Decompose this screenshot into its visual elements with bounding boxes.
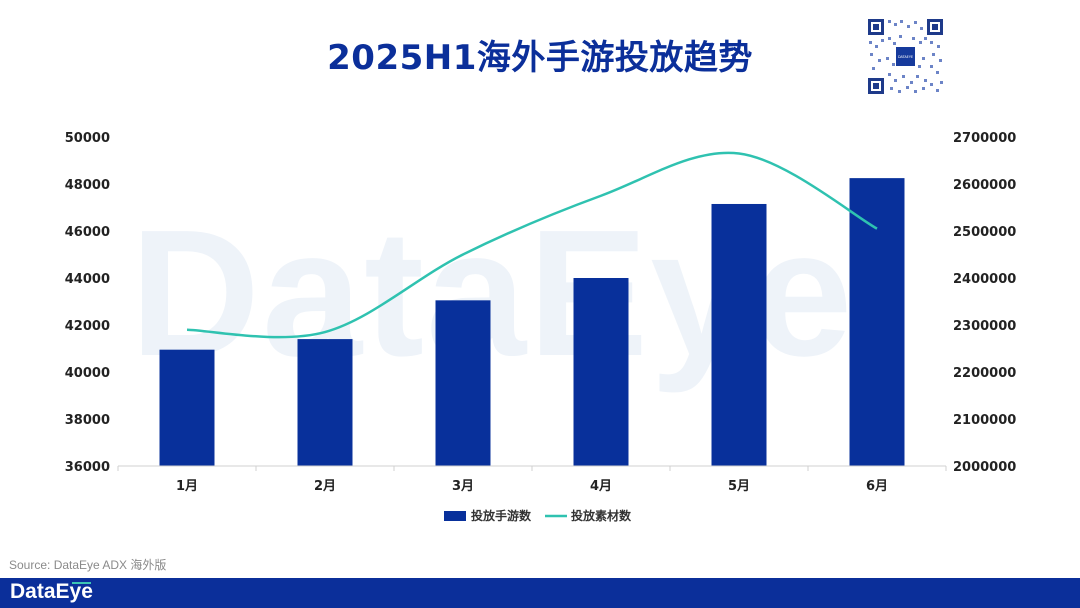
- y-left-tick-label: 50000: [65, 131, 110, 146]
- bar-3月: [435, 300, 491, 466]
- legend-label-bar: 投放手游数: [471, 508, 532, 523]
- y-left-tick-label: 40000: [65, 366, 110, 381]
- y-right-tick-label: 2100000: [953, 413, 1016, 428]
- chart-title: 2025H1海外手游投放趋势: [327, 38, 753, 78]
- y-left-tick-label: 42000: [65, 319, 110, 334]
- legend-label-line: 投放素材数: [571, 508, 632, 523]
- combo-chart: 36000 38000 40000 42000 44000 46000 48000 50000…: [65, 131, 1017, 523]
- y-left-tick-label: 38000: [65, 413, 110, 428]
- y-left-tick-label: 48000: [65, 178, 110, 193]
- x-tick-label: 3月: [452, 479, 474, 494]
- bar-1月: [159, 349, 215, 466]
- footer-bar: DataEye: [0, 578, 1080, 608]
- y-left-tick-label: 36000: [65, 460, 110, 475]
- bar-2月: [297, 339, 353, 466]
- y-right-tick-label: 2200000: [953, 366, 1016, 381]
- x-tick-label: 6月: [866, 479, 888, 494]
- legend-swatch-bar: [444, 511, 466, 521]
- y-right-tick-label: 2300000: [953, 319, 1016, 334]
- qr-code: DATAEYE: [866, 17, 945, 96]
- dataeye-logo: DataEye: [10, 580, 93, 603]
- y-right-tick-label: 2500000: [953, 225, 1016, 240]
- y-right-tick-label: 2400000: [953, 272, 1016, 287]
- qr-center-label: DATAEYE: [898, 55, 913, 59]
- x-tick-label: 2月: [314, 479, 336, 494]
- y-right-tick-label: 2600000: [953, 178, 1016, 193]
- x-tick-label: 1月: [176, 479, 198, 494]
- line-series-投放素材数: [186, 151, 878, 339]
- source-note: Source: DataEye ADX 海外版: [9, 558, 167, 572]
- y-left-tick-label: 46000: [65, 225, 110, 240]
- y-right-tick-label: 2000000: [953, 460, 1016, 475]
- y-right-tick-label: 2700000: [953, 131, 1016, 146]
- x-tick-label: 5月: [728, 479, 750, 494]
- x-tick-label: 4月: [590, 479, 612, 494]
- logo-accent: [72, 582, 91, 584]
- y-left-tick-label: 44000: [65, 272, 110, 287]
- bar-4月: [573, 278, 629, 466]
- bar-6月: [849, 178, 905, 466]
- bar-5月: [711, 203, 767, 466]
